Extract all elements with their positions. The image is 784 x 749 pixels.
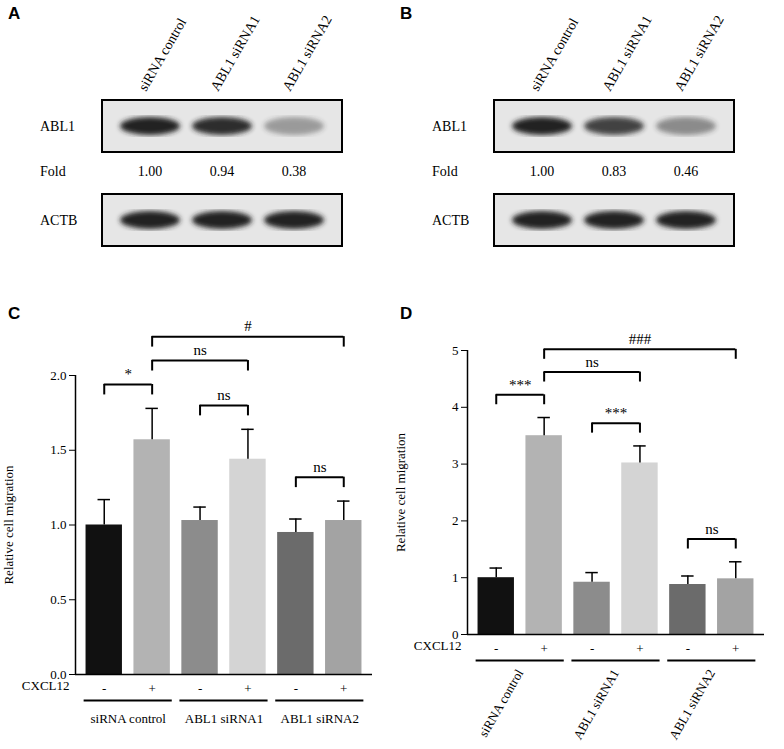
html-text:C: C <box>8 304 21 323</box>
html-text:A: A <box>8 4 21 23</box>
svg-text:0.83: 0.83 <box>602 164 627 179</box>
svg-text:CXCL12: CXCL12 <box>414 638 462 653</box>
svg-text:siRNA control: siRNA control <box>476 666 527 739</box>
svg-text:ABL1 siRNA2: ABL1 siRNA2 <box>280 13 335 94</box>
svg-text:***: *** <box>605 405 628 421</box>
svg-text:2: 2 <box>452 513 459 528</box>
svg-text:#: # <box>244 318 252 334</box>
svg-text:+: + <box>340 681 347 696</box>
svg-text:ABL1 siRNA2: ABL1 siRNA2 <box>672 13 727 94</box>
svg-text:+: + <box>148 681 155 696</box>
svg-text:ns: ns <box>705 521 719 537</box>
svg-text:ns: ns <box>585 354 599 370</box>
svg-text:ABL1 siRNA1: ABL1 siRNA1 <box>600 13 655 94</box>
svg-text:+: + <box>732 641 739 656</box>
svg-text:ABL1 siRNA1: ABL1 siRNA1 <box>185 711 263 726</box>
svg-text:1.00: 1.00 <box>530 164 555 179</box>
svg-text:siRNA control: siRNA control <box>136 16 190 94</box>
svg-text:-: - <box>102 681 106 696</box>
svg-text:CXCL12: CXCL12 <box>22 678 70 693</box>
svg-text:1.5: 1.5 <box>50 442 66 457</box>
svg-text:4: 4 <box>452 399 459 414</box>
svg-text:1.00: 1.00 <box>138 164 163 179</box>
svg-text:+: + <box>540 641 547 656</box>
svg-text:###: ### <box>629 331 652 347</box>
svg-text:-: - <box>494 641 498 656</box>
svg-text:-: - <box>686 641 690 656</box>
svg-text:ns: ns <box>217 387 231 403</box>
svg-text:1.0: 1.0 <box>50 517 66 532</box>
svg-text:ABL1: ABL1 <box>432 119 467 134</box>
svg-text:3: 3 <box>452 456 459 471</box>
svg-text:5: 5 <box>452 343 459 358</box>
svg-text:Fold: Fold <box>432 164 458 179</box>
svg-text:0.0: 0.0 <box>50 666 67 682</box>
svg-text:ns: ns <box>193 342 207 358</box>
svg-text:Fold: Fold <box>40 164 66 179</box>
svg-text:Relative cell migration: Relative cell migration <box>393 432 408 552</box>
svg-text:ABL1 siRNA1: ABL1 siRNA1 <box>208 13 263 94</box>
svg-text:ACTB: ACTB <box>40 213 77 228</box>
svg-text:0.46: 0.46 <box>674 164 699 179</box>
html-text:D: D <box>400 304 413 323</box>
html-text:B: B <box>400 4 413 23</box>
svg-text:-: - <box>590 641 594 656</box>
svg-text:ABL1 siRNA2: ABL1 siRNA2 <box>666 667 718 742</box>
svg-text:+: + <box>244 681 251 696</box>
svg-text:Relative cell migration: Relative cell migration <box>1 465 16 585</box>
svg-text:0: 0 <box>452 626 459 642</box>
svg-text:1: 1 <box>452 570 459 585</box>
svg-text:ABL1: ABL1 <box>40 119 75 134</box>
svg-text:-: - <box>294 681 298 696</box>
svg-text:***: *** <box>509 377 532 393</box>
svg-text:ns: ns <box>313 459 327 475</box>
svg-text:0.38: 0.38 <box>282 164 307 179</box>
svg-text:-: - <box>198 681 202 696</box>
svg-text:0.94: 0.94 <box>210 164 235 179</box>
svg-text:+: + <box>636 641 643 656</box>
svg-text:ACTB: ACTB <box>432 213 469 228</box>
svg-text:siRNA control: siRNA control <box>90 711 166 726</box>
svg-text:*: * <box>124 366 131 382</box>
svg-text:siRNA control: siRNA control <box>528 16 582 94</box>
svg-text:ABL1 siRNA2: ABL1 siRNA2 <box>281 711 359 726</box>
svg-text:2.0: 2.0 <box>50 368 66 383</box>
svg-text:0.5: 0.5 <box>50 592 66 607</box>
svg-text:ABL1 siRNA1: ABL1 siRNA1 <box>570 667 622 742</box>
